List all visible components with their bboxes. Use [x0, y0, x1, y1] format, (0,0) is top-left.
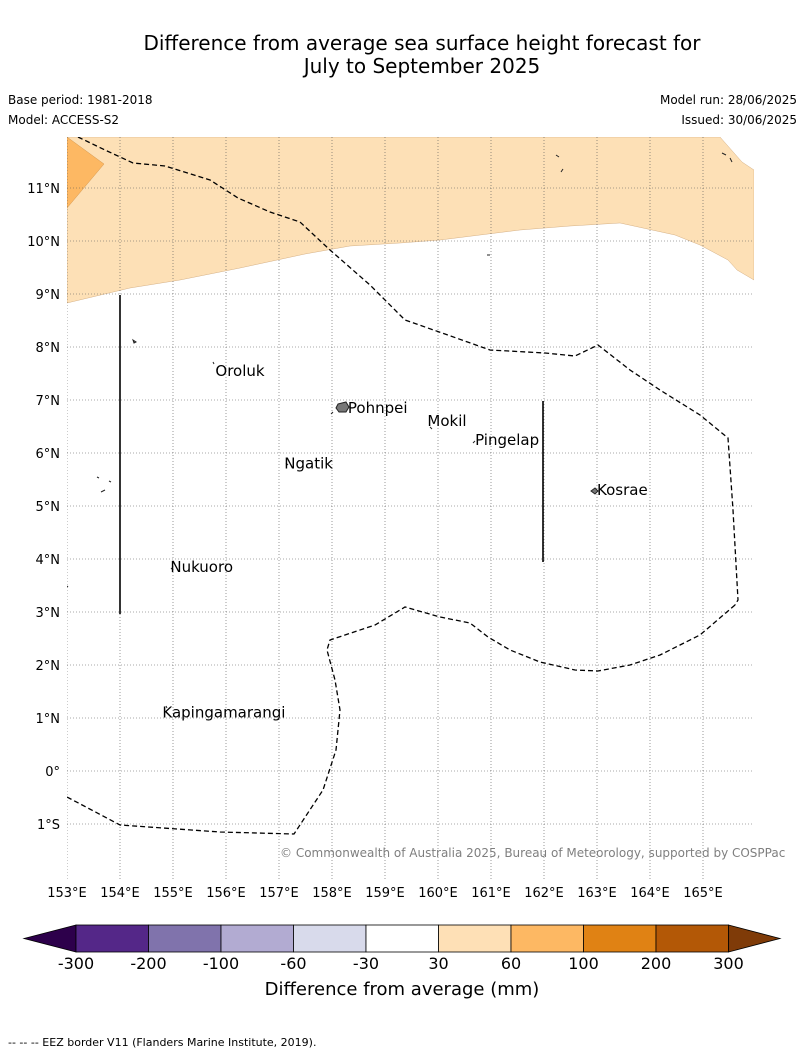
- place-label-nukuoro: Nukuoro: [170, 558, 233, 576]
- latitude-tick-label: 1°S: [37, 818, 60, 833]
- longitude-tick-label: 155°E: [153, 886, 193, 900]
- longitude-tick-label: 164°E: [630, 886, 670, 900]
- latitude-tick-label: 5°N: [36, 500, 61, 515]
- small-island-12: [67, 585, 69, 588]
- longitude-tick-label: 159°E: [365, 886, 405, 900]
- longitude-tick-label: 163°E: [577, 886, 617, 900]
- small-island-16: [721, 152, 727, 156]
- latitude-tick-label: 2°N: [36, 659, 61, 674]
- colorbar-tick-label: 300: [713, 954, 744, 973]
- longitude-tick-label: 157°E: [259, 886, 299, 900]
- colorbar-segment: [655, 924, 729, 953]
- place-label-kapingamarangi: Kapingamarangi: [162, 704, 285, 722]
- latitude-tick-label: 8°N: [36, 341, 61, 356]
- anomaly-band-30-60: [67, 137, 754, 304]
- longitude-tick-label: 160°E: [418, 886, 458, 900]
- latitude-tick-label: 10°N: [27, 235, 60, 250]
- small-island-8: [212, 361, 215, 365]
- colorbar-tick-label: -300: [58, 954, 94, 973]
- longitude-tick-label: 158°E: [312, 886, 352, 900]
- latitude-tick-label: 11°N: [27, 182, 60, 197]
- colorbar-tick-label: -60: [280, 954, 306, 973]
- colorbar-tick-label: 60: [501, 954, 521, 973]
- small-island-9: [96, 476, 100, 479]
- longitude-tick-label: 165°E: [683, 886, 723, 900]
- latitude-tick-label: 0°: [45, 765, 60, 780]
- small-island-10: [100, 489, 106, 493]
- base-period: Base period: 1981-2018: [8, 93, 153, 107]
- colorbar-tick-label: 100: [568, 954, 599, 973]
- longitude-tick-label: 153°E: [47, 886, 87, 900]
- colorbar: -300 -200 -100 -60 -30 30 60 100 200 300: [0, 920, 804, 982]
- graticule: [67, 137, 754, 880]
- map-svg: Oroluk Pohnpei Mokil Pingelap Ngatik Kosrae Nu…: [27, 137, 754, 901]
- longitude-tick-label: 156°E: [206, 886, 246, 900]
- longitude-tick-label: 161°E: [471, 886, 511, 900]
- latitude-tick-label: 4°N: [36, 553, 61, 568]
- anomaly-band-60-100: [67, 137, 105, 209]
- colorbar-segment: [293, 924, 367, 953]
- copyright-credit: © Commonwealth of Australia 2025, Bureau…: [280, 846, 786, 860]
- colorbar-tick-label: -30: [353, 954, 379, 973]
- boundary-lines: [119, 295, 544, 614]
- colorbar-segment: [365, 924, 439, 953]
- colorbar-segment: [583, 924, 657, 953]
- place-labels: Oroluk Pohnpei Mokil Pingelap Ngatik Kosrae Nu…: [162, 362, 647, 722]
- model-name: Model: ACCESS-S2: [8, 113, 120, 127]
- longitude-tick-label: 154°E: [100, 886, 140, 900]
- colorbar-segment: [220, 924, 294, 953]
- colorbar-svg: -300 -200 -100 -60 -30 30 60 100 200 300: [22, 924, 782, 973]
- longitude-tick-label: 162°E: [524, 886, 564, 900]
- latitude-tick-label: 9°N: [36, 288, 61, 303]
- colorbar-segment: [75, 924, 149, 953]
- islands: [67, 152, 733, 709]
- eez-borders: [67, 137, 739, 835]
- colorbar-tick-label: -200: [130, 954, 166, 973]
- colorbar-over-arrow: [728, 924, 782, 953]
- place-label-pingelap: Pingelap: [475, 431, 539, 449]
- colorbar-under-arrow: [22, 924, 77, 953]
- place-label-ngatik: Ngatik: [284, 455, 333, 473]
- small-island-4: [429, 426, 433, 430]
- latitude-tick-label: 1°N: [36, 712, 61, 727]
- colorbar-label: Difference from average (mm): [264, 979, 540, 1000]
- title-line-2: July to September 2025: [303, 54, 541, 78]
- colorbar-tick-label: 200: [641, 954, 672, 973]
- small-island-6: [170, 567, 174, 571]
- small-island-11: [108, 480, 112, 483]
- small-island-2: [330, 411, 334, 415]
- colorbar-tick-label: -100: [203, 954, 239, 973]
- small-island-1: [132, 338, 137, 344]
- model-run: Model run: 28/06/2025: [659, 93, 797, 107]
- small-island-17: [729, 157, 733, 163]
- place-label-pohnpei: Pohnpei: [348, 399, 408, 417]
- title-line-1: Difference from average sea surface heig…: [143, 31, 701, 55]
- small-island-14: [555, 154, 560, 158]
- map-panel: Oroluk Pohnpei Mokil Pingelap Ngatik Kosrae Nu…: [27, 137, 754, 901]
- small-island-5: [285, 462, 289, 466]
- kosrae-island: [590, 487, 599, 495]
- issued-date: Issued: 30/06/2025: [681, 113, 797, 127]
- place-label-kosrae: Kosrae: [597, 481, 648, 499]
- latitude-labels: 11°N 10°N 9°N 8°N 7°N 6°N 5°N 4°N 3°N 2°N 1°N 0° 1°S: [27, 182, 60, 833]
- small-island-7: [165, 705, 168, 709]
- colorbar-segment: [510, 924, 584, 953]
- colorbar-tick-label: 30: [428, 954, 448, 973]
- longitude-labels: 153°E 154°E 155°E 156°E 157°E 158°E 159°E 160°E…: [47, 886, 723, 901]
- colorbar-segment: [438, 924, 512, 953]
- small-island-15: [560, 168, 564, 173]
- eez-border-south: [67, 604, 736, 835]
- eez-footnote: -- -- -- EEZ border V11 (Flanders Marine…: [8, 1036, 317, 1049]
- place-label-mokil: Mokil: [427, 412, 466, 430]
- latitude-tick-label: 6°N: [36, 447, 61, 462]
- latitude-tick-label: 7°N: [36, 394, 61, 409]
- small-island-3: [472, 440, 476, 444]
- colorbar-segment: [148, 924, 222, 953]
- eez-border-north: [77, 137, 739, 606]
- place-label-oroluk: Oroluk: [215, 362, 264, 380]
- chart-title: Difference from average sea surface heig…: [0, 32, 804, 78]
- pohnpei-island: [335, 401, 350, 413]
- latitude-tick-label: 3°N: [36, 606, 61, 621]
